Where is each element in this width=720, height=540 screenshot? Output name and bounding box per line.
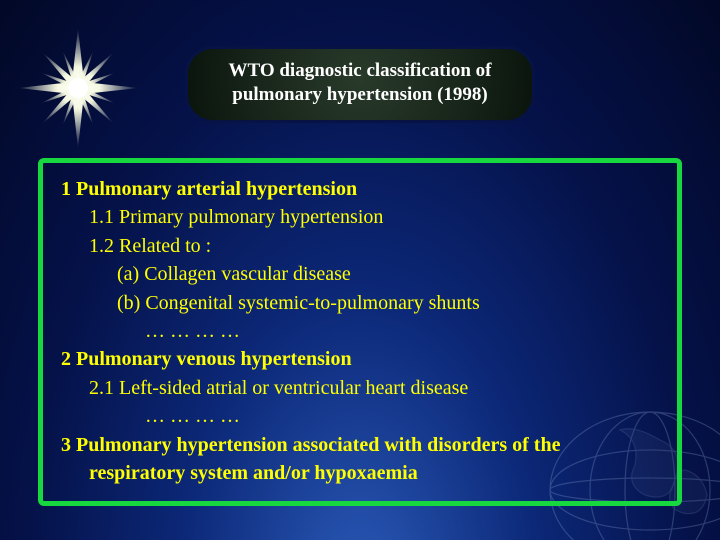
content-line: (b) Congenital systemic-to-pulmonary shu… <box>61 289 659 317</box>
content-line: 1 Pulmonary arterial hypertension <box>61 175 659 203</box>
content-line: 3 Pulmonary hypertension associated with… <box>61 431 659 459</box>
starburst-decor <box>18 28 138 148</box>
title-box: WTO diagnostic classification of pulmona… <box>185 46 535 123</box>
content-line: 1.1 Primary pulmonary hypertension <box>61 203 659 231</box>
content-line: … … … … <box>61 402 659 430</box>
title-line-2: pulmonary hypertension (1998) <box>202 83 518 107</box>
title-line-1: WTO diagnostic classification of <box>202 59 518 83</box>
content-line: (a) Collagen vascular disease <box>61 260 659 288</box>
content-line: 2 Pulmonary venous hypertension <box>61 345 659 373</box>
content-line: respiratory system and/or hypoxaemia <box>61 459 659 487</box>
content-line: 1.2 Related to : <box>61 232 659 260</box>
content-line: … … … … <box>61 317 659 345</box>
content-box: 1 Pulmonary arterial hypertension1.1 Pri… <box>38 158 682 506</box>
content-line: 2.1 Left-sided atrial or ventricular hea… <box>61 374 659 402</box>
